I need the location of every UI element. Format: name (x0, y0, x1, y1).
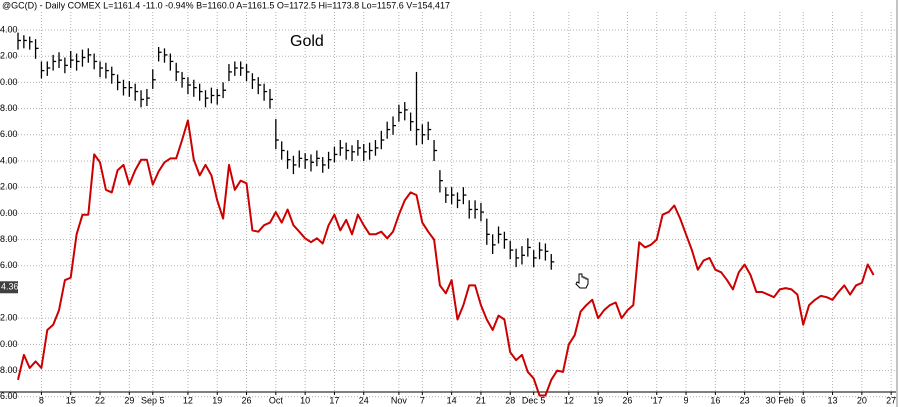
x-tick-label: 7 (420, 395, 425, 405)
x-tick-label: 22 (95, 395, 105, 405)
x-tick-label: 17 (329, 395, 339, 405)
chart-subtitle: @GC(D) - Daily COMEX L=1161.4 -11.0 -0.9… (2, 0, 450, 10)
x-tick-label: 28 (505, 395, 515, 405)
x-tick-label: 30 Feb (766, 395, 794, 405)
x-tick-label: 24 (359, 395, 369, 405)
x-tick-label: 20 (857, 395, 867, 405)
x-tick-label: 10 (300, 395, 310, 405)
y-tick-label: 0.00 (0, 339, 18, 349)
x-tick-label: 27 (886, 395, 896, 405)
x-tick-label: '17 (651, 395, 663, 405)
x-tick-label: 8 (39, 395, 44, 405)
last-price-label: 4.36 (1, 282, 19, 292)
x-tick-label: 23 (740, 395, 750, 405)
y-tick-label: 6.00 (0, 129, 18, 139)
x-tick-label: 12 (564, 395, 574, 405)
x-tick-label: 13 (828, 395, 838, 405)
x-tick-label: 19 (212, 395, 222, 405)
x-tick-label: 6 (801, 395, 806, 405)
x-tick-label: 26 (242, 395, 252, 405)
x-tick-label: 14 (447, 395, 457, 405)
x-tick-label: Dec 5 (522, 395, 546, 405)
y-tick-label: 8.00 (0, 234, 18, 244)
y-tick-label: 0.00 (0, 77, 18, 87)
y-tick-label: 6.00 (0, 260, 18, 270)
x-tick-label: Sep 5 (141, 395, 165, 405)
y-tick-label: 4.00 (0, 24, 18, 34)
x-tick-label: 15 (66, 395, 76, 405)
x-tick-label: 29 (124, 395, 134, 405)
x-tick-label: 19 (593, 395, 603, 405)
y-tick-label: 2.00 (0, 182, 18, 192)
labels: 4.00 2.00 0.00 8.00 6.00 4.00 2.00 0.00 8.00 6.00… (0, 24, 896, 405)
x-tick-label: 12 (183, 395, 193, 405)
y-tick-label: 8.00 (0, 365, 18, 375)
x-tick-label: Oct (269, 395, 284, 405)
x-tick-label: 26 (622, 395, 632, 405)
x-tick-label: 16 (710, 395, 720, 405)
y-tick-label: 4.00 (0, 155, 18, 165)
y-tick-label: 6.00 (0, 391, 18, 401)
x-tick-label: 21 (476, 395, 486, 405)
cursor-icon (575, 273, 589, 289)
y-tick-label: 0.00 (0, 208, 18, 218)
x-tick-label: Nov (391, 395, 408, 405)
y-tick-label: 2.00 (0, 313, 18, 323)
y-tick-label: 8.00 (0, 103, 18, 113)
marks (0, 32, 875, 397)
x-tick-label: 9 (684, 395, 689, 405)
y-tick-label: 2.00 (0, 51, 18, 61)
overlay-line (17, 119, 875, 397)
chart-title: Gold (290, 33, 324, 50)
last-price-box (0, 281, 18, 294)
